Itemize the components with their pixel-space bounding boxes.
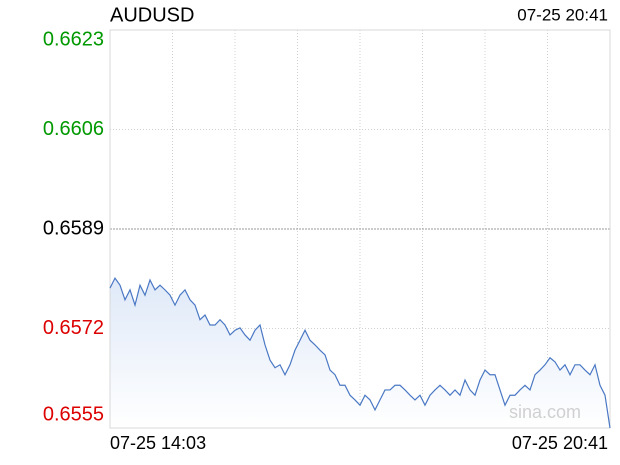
x-start-label: 07-25 14:03 [110, 433, 206, 453]
price-line [109, 277, 611, 429]
x-end-label: 07-25 20:41 [512, 433, 608, 453]
timestamp: 07-25 20:41 [517, 5, 608, 24]
area [110, 278, 610, 428]
plot-frame [109, 29, 611, 429]
y-tick-label: 0.6623 [43, 28, 104, 50]
y-tick-label: 0.6572 [43, 317, 104, 339]
watermark: sina.com [509, 402, 581, 422]
chart-title: AUDUSD [110, 4, 194, 26]
y-tick-label: 0.6589 [43, 217, 104, 239]
y-tick-label: 0.6555 [43, 403, 104, 425]
y-tick-label: 0.6606 [43, 118, 104, 140]
